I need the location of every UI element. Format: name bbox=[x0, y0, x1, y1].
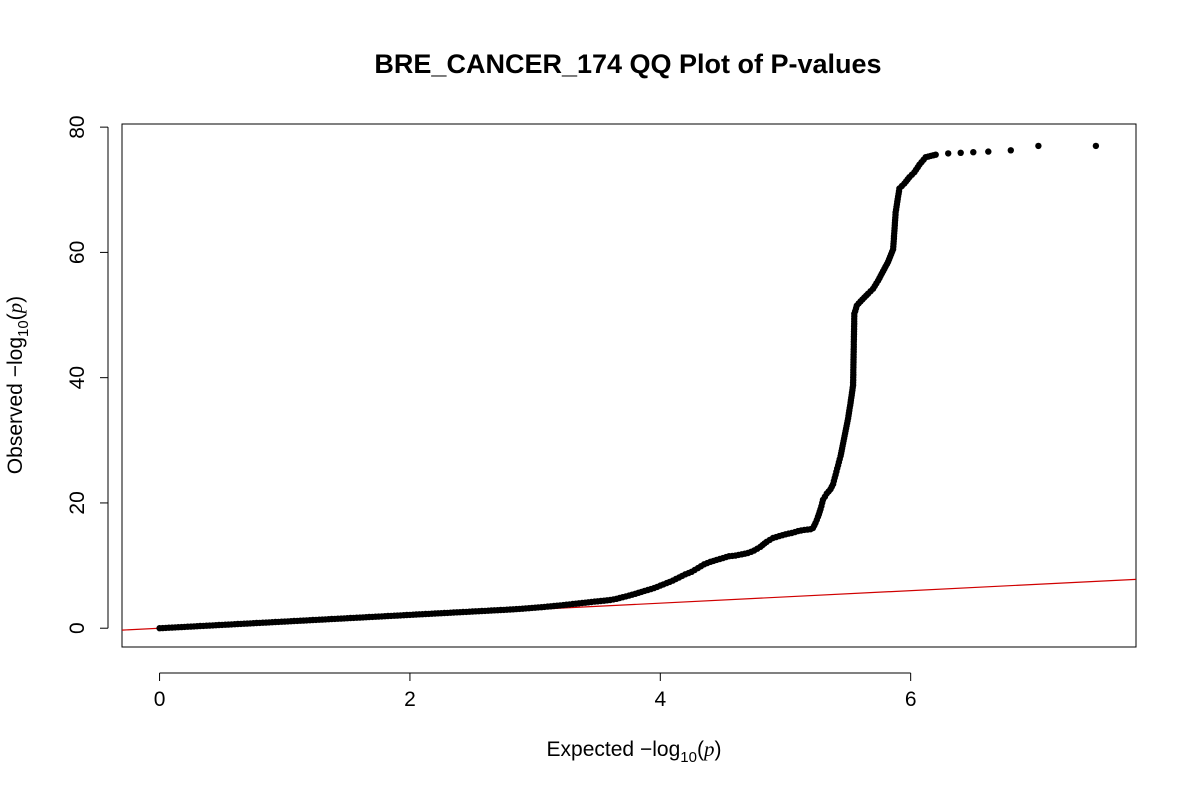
x-axis-label-subscript: 10 bbox=[680, 749, 697, 766]
data-point bbox=[1007, 147, 1014, 154]
x-axis-label-minus: − bbox=[640, 738, 652, 761]
y-tick-label: 80 bbox=[66, 115, 89, 138]
x-tick-label: 0 bbox=[154, 688, 166, 711]
y-axis: 0 20 40 60 80 bbox=[66, 115, 109, 634]
x-axis-label-close-paren: ) bbox=[714, 738, 721, 761]
plot-frame bbox=[121, 123, 1137, 648]
y-axis-label: Observed −log10(p) bbox=[3, 296, 32, 474]
x-axis-label-open-paren: ( bbox=[697, 738, 704, 761]
chart-title: BRE_CANCER_174 QQ Plot of P-values bbox=[374, 49, 881, 79]
y-axis-label-minus: − bbox=[4, 365, 27, 377]
x-axis-label-log: log bbox=[652, 738, 680, 761]
data-points bbox=[156, 142, 1100, 632]
y-axis-label-open-paren: ( bbox=[4, 313, 27, 320]
data-point bbox=[1092, 142, 1100, 150]
y-axis-label-prefix: Observed bbox=[4, 377, 27, 474]
data-point bbox=[957, 149, 964, 156]
data-point bbox=[970, 149, 977, 156]
x-axis: 0 2 4 6 bbox=[154, 672, 917, 711]
x-tick-label: 2 bbox=[404, 688, 416, 711]
y-tick-label: 20 bbox=[66, 491, 89, 514]
data-point bbox=[1035, 142, 1042, 150]
y-tick-label: 40 bbox=[66, 366, 89, 389]
y-axis-label-close-paren: ) bbox=[4, 296, 27, 303]
x-tick-label: 4 bbox=[654, 688, 666, 711]
x-axis-label-p: p bbox=[702, 737, 715, 761]
data-point bbox=[985, 148, 992, 155]
y-axis-label-log: log bbox=[4, 337, 27, 365]
data-point bbox=[932, 151, 939, 158]
data-point bbox=[945, 150, 952, 157]
y-tick-label: 60 bbox=[66, 241, 89, 264]
x-axis-label-prefix: Expected bbox=[547, 738, 640, 761]
x-tick-label: 6 bbox=[905, 688, 917, 711]
y-axis-label-subscript: 10 bbox=[15, 320, 32, 337]
y-axis-label-p: p bbox=[3, 303, 27, 316]
y-tick-label: 0 bbox=[66, 622, 89, 634]
x-axis-label: Expected −log10(p) bbox=[547, 737, 722, 766]
